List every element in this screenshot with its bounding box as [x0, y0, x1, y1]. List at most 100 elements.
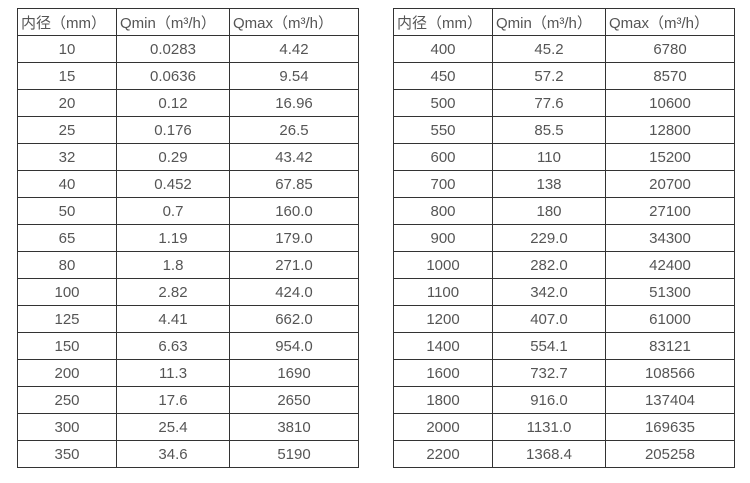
table-cell: 954.0: [229, 332, 359, 360]
table-cell: 110: [492, 143, 606, 171]
table-cell: 27100: [605, 197, 735, 225]
table-cell: 10600: [605, 89, 735, 117]
table-row: 600 110 15200: [393, 143, 735, 171]
table-cell: 0.29: [116, 143, 230, 171]
table-cell: 160.0: [229, 197, 359, 225]
flow-table-left: 内径（mm） Qmin（m³/h） Qmax（m³/h） 10 0.0283 4.42 1…: [17, 8, 359, 468]
table-cell: 0.12: [116, 89, 230, 117]
header-cell: Qmin（m³/h）: [116, 8, 230, 36]
table-cell: 100: [17, 278, 117, 306]
table-row: 50 0.7 160.0: [17, 197, 359, 225]
table-cell: 57.2: [492, 62, 606, 90]
table-cell: 342.0: [492, 278, 606, 306]
table-cell: 2650: [229, 386, 359, 414]
table-row: 2000 1131.0 169635: [393, 413, 735, 441]
table-cell: 1000: [393, 251, 493, 279]
table-cell: 6.63: [116, 332, 230, 360]
table-cell: 900: [393, 224, 493, 252]
table-row: 1000 282.0 42400: [393, 251, 735, 279]
table-cell: 85.5: [492, 116, 606, 144]
table-cell: 17.6: [116, 386, 230, 414]
table-cell: 2000: [393, 413, 493, 441]
table-cell: 16.96: [229, 89, 359, 117]
table-cell: 200: [17, 359, 117, 387]
table-header-row: 内径（mm） Qmin（m³/h） Qmax（m³/h）: [393, 8, 735, 36]
table-cell: 5190: [229, 440, 359, 468]
table-cell: 0.7: [116, 197, 230, 225]
table-row: 1600 732.7 108566: [393, 359, 735, 387]
table-cell: 550: [393, 116, 493, 144]
header-cell: 内径（mm）: [393, 8, 493, 36]
table-cell: 25: [17, 116, 117, 144]
table-cell: 169635: [605, 413, 735, 441]
table-row: 150 6.63 954.0: [17, 332, 359, 360]
table-cell: 229.0: [492, 224, 606, 252]
table-cell: 80: [17, 251, 117, 279]
table-cell: 67.85: [229, 170, 359, 198]
table-cell: 6780: [605, 35, 735, 63]
table-cell: 1400: [393, 332, 493, 360]
table-cell: 800: [393, 197, 493, 225]
table-cell: 77.6: [492, 89, 606, 117]
table-cell: 2200: [393, 440, 493, 468]
table-cell: 0.0283: [116, 35, 230, 63]
table-cell: 179.0: [229, 224, 359, 252]
table-cell: 4.42: [229, 35, 359, 63]
table-row: 500 77.6 10600: [393, 89, 735, 117]
table-row: 800 180 27100: [393, 197, 735, 225]
header-cell: 内径（mm）: [17, 8, 117, 36]
table-cell: 2.82: [116, 278, 230, 306]
table-cell: 125: [17, 305, 117, 333]
table-cell: 137404: [605, 386, 735, 414]
table-cell: 271.0: [229, 251, 359, 279]
table-cell: 25.4: [116, 413, 230, 441]
table-cell: 554.1: [492, 332, 606, 360]
table-cell: 0.0636: [116, 62, 230, 90]
table-row: 1200 407.0 61000: [393, 305, 735, 333]
table-cell: 50: [17, 197, 117, 225]
table-cell: 34300: [605, 224, 735, 252]
table-cell: 15: [17, 62, 117, 90]
table-cell: 11.3: [116, 359, 230, 387]
table-cell: 700: [393, 170, 493, 198]
table-cell: 12800: [605, 116, 735, 144]
table-row: 20 0.12 16.96: [17, 89, 359, 117]
table-row: 400 45.2 6780: [393, 35, 735, 63]
table-cell: 9.54: [229, 62, 359, 90]
table-row: 10 0.0283 4.42: [17, 35, 359, 63]
table-row: 1100 342.0 51300: [393, 278, 735, 306]
table-cell: 0.176: [116, 116, 230, 144]
table-cell: 1200: [393, 305, 493, 333]
table-row: 300 25.4 3810: [17, 413, 359, 441]
table-cell: 600: [393, 143, 493, 171]
table-row: 200 11.3 1690: [17, 359, 359, 387]
table-cell: 732.7: [492, 359, 606, 387]
flow-table-right: 内径（mm） Qmin（m³/h） Qmax（m³/h） 400 45.2 6780 45…: [393, 8, 735, 468]
table-cell: 108566: [605, 359, 735, 387]
table-cell: 400: [393, 35, 493, 63]
table-body: 10 0.0283 4.42 15 0.0636 9.54 20 0.12 16.96 25 0.1…: [17, 35, 359, 468]
header-row: 内径（mm） Qmin（m³/h） Qmax（m³/h）: [393, 8, 735, 36]
table-cell: 180: [492, 197, 606, 225]
table-cell: 20: [17, 89, 117, 117]
table-cell: 250: [17, 386, 117, 414]
header-cell: Qmin（m³/h）: [492, 8, 606, 36]
table-cell: 1690: [229, 359, 359, 387]
table-cell: 500: [393, 89, 493, 117]
table-cell: 61000: [605, 305, 735, 333]
table-cell: 8570: [605, 62, 735, 90]
table-cell: 300: [17, 413, 117, 441]
table-header-row: 内径（mm） Qmin（m³/h） Qmax（m³/h）: [17, 8, 359, 36]
flow-tables-container: 内径（mm） Qmin（m³/h） Qmax（m³/h） 10 0.0283 4.42 1…: [17, 8, 735, 468]
header-cell: Qmax（m³/h）: [229, 8, 359, 36]
table-row: 450 57.2 8570: [393, 62, 735, 90]
table-row: 250 17.6 2650: [17, 386, 359, 414]
header-row: 内径（mm） Qmin（m³/h） Qmax（m³/h）: [17, 8, 359, 36]
table-cell: 1800: [393, 386, 493, 414]
table-cell: 3810: [229, 413, 359, 441]
table-cell: 138: [492, 170, 606, 198]
table-cell: 4.41: [116, 305, 230, 333]
table-cell: 43.42: [229, 143, 359, 171]
table-cell: 0.452: [116, 170, 230, 198]
